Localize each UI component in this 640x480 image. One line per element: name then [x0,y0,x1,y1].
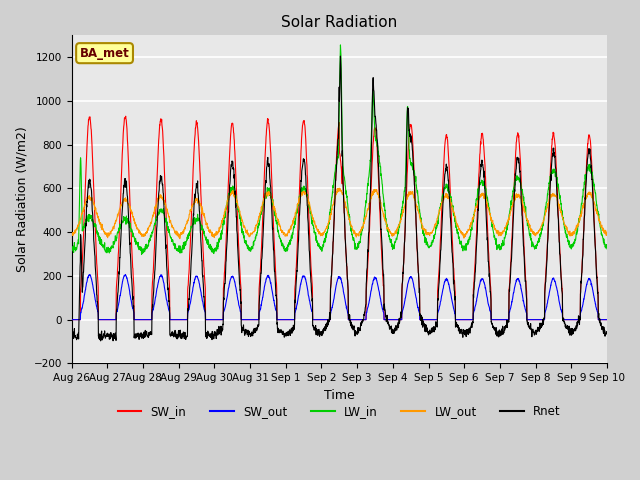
Text: BA_met: BA_met [80,47,129,60]
Y-axis label: Solar Radiation (W/m2): Solar Radiation (W/m2) [15,127,28,272]
Legend: SW_in, SW_out, LW_in, LW_out, Rnet: SW_in, SW_out, LW_in, LW_out, Rnet [113,401,566,423]
Title: Solar Radiation: Solar Radiation [281,15,397,30]
X-axis label: Time: Time [324,389,355,402]
